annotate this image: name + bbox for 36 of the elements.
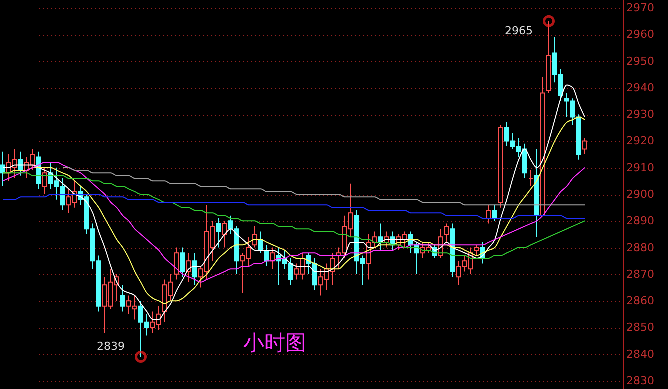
line-series [62, 167, 586, 206]
y-tick-label: 2920 [626, 134, 654, 148]
y-tick-label: 2870 [626, 268, 654, 281]
candlestick [120, 284, 126, 312]
candlestick [216, 218, 222, 248]
candlestick [0, 151, 6, 188]
candlestick [252, 226, 258, 248]
y-tick-label: 2960 [626, 28, 654, 42]
candlestick [180, 247, 186, 278]
y-tick-label: 2840 [626, 348, 654, 361]
y-tick-label: 2860 [626, 294, 654, 308]
candlestick [492, 204, 498, 222]
candlestick [474, 244, 480, 256]
candlestick [270, 247, 276, 270]
candlestick [192, 252, 198, 286]
y-tick-label: 2940 [626, 81, 654, 94]
y-tick-label: 2890 [626, 214, 654, 228]
text: 小时图 [244, 331, 306, 355]
candlestick [222, 220, 228, 248]
y-tick-label: 2950 [626, 54, 654, 68]
y-tick-label: 2880 [626, 241, 654, 254]
candlestick [444, 223, 450, 243]
annotation: 2965 [505, 24, 533, 38]
line-series [2, 162, 586, 283]
y-tick-label: 2910 [626, 161, 654, 174]
y-tick-label: 2850 [626, 321, 654, 334]
y-tick-label: 2830 [626, 374, 654, 388]
candlestick [186, 252, 192, 283]
annotation: 2839 [97, 340, 125, 354]
candlestick [582, 138, 588, 156]
y-tick-label: 2930 [626, 108, 654, 122]
y-tick-label: 2900 [626, 188, 654, 201]
candlestick [174, 247, 180, 280]
y-tick-label: 2970 [626, 1, 654, 14]
candlestick [486, 204, 492, 224]
candlestick [42, 167, 48, 195]
